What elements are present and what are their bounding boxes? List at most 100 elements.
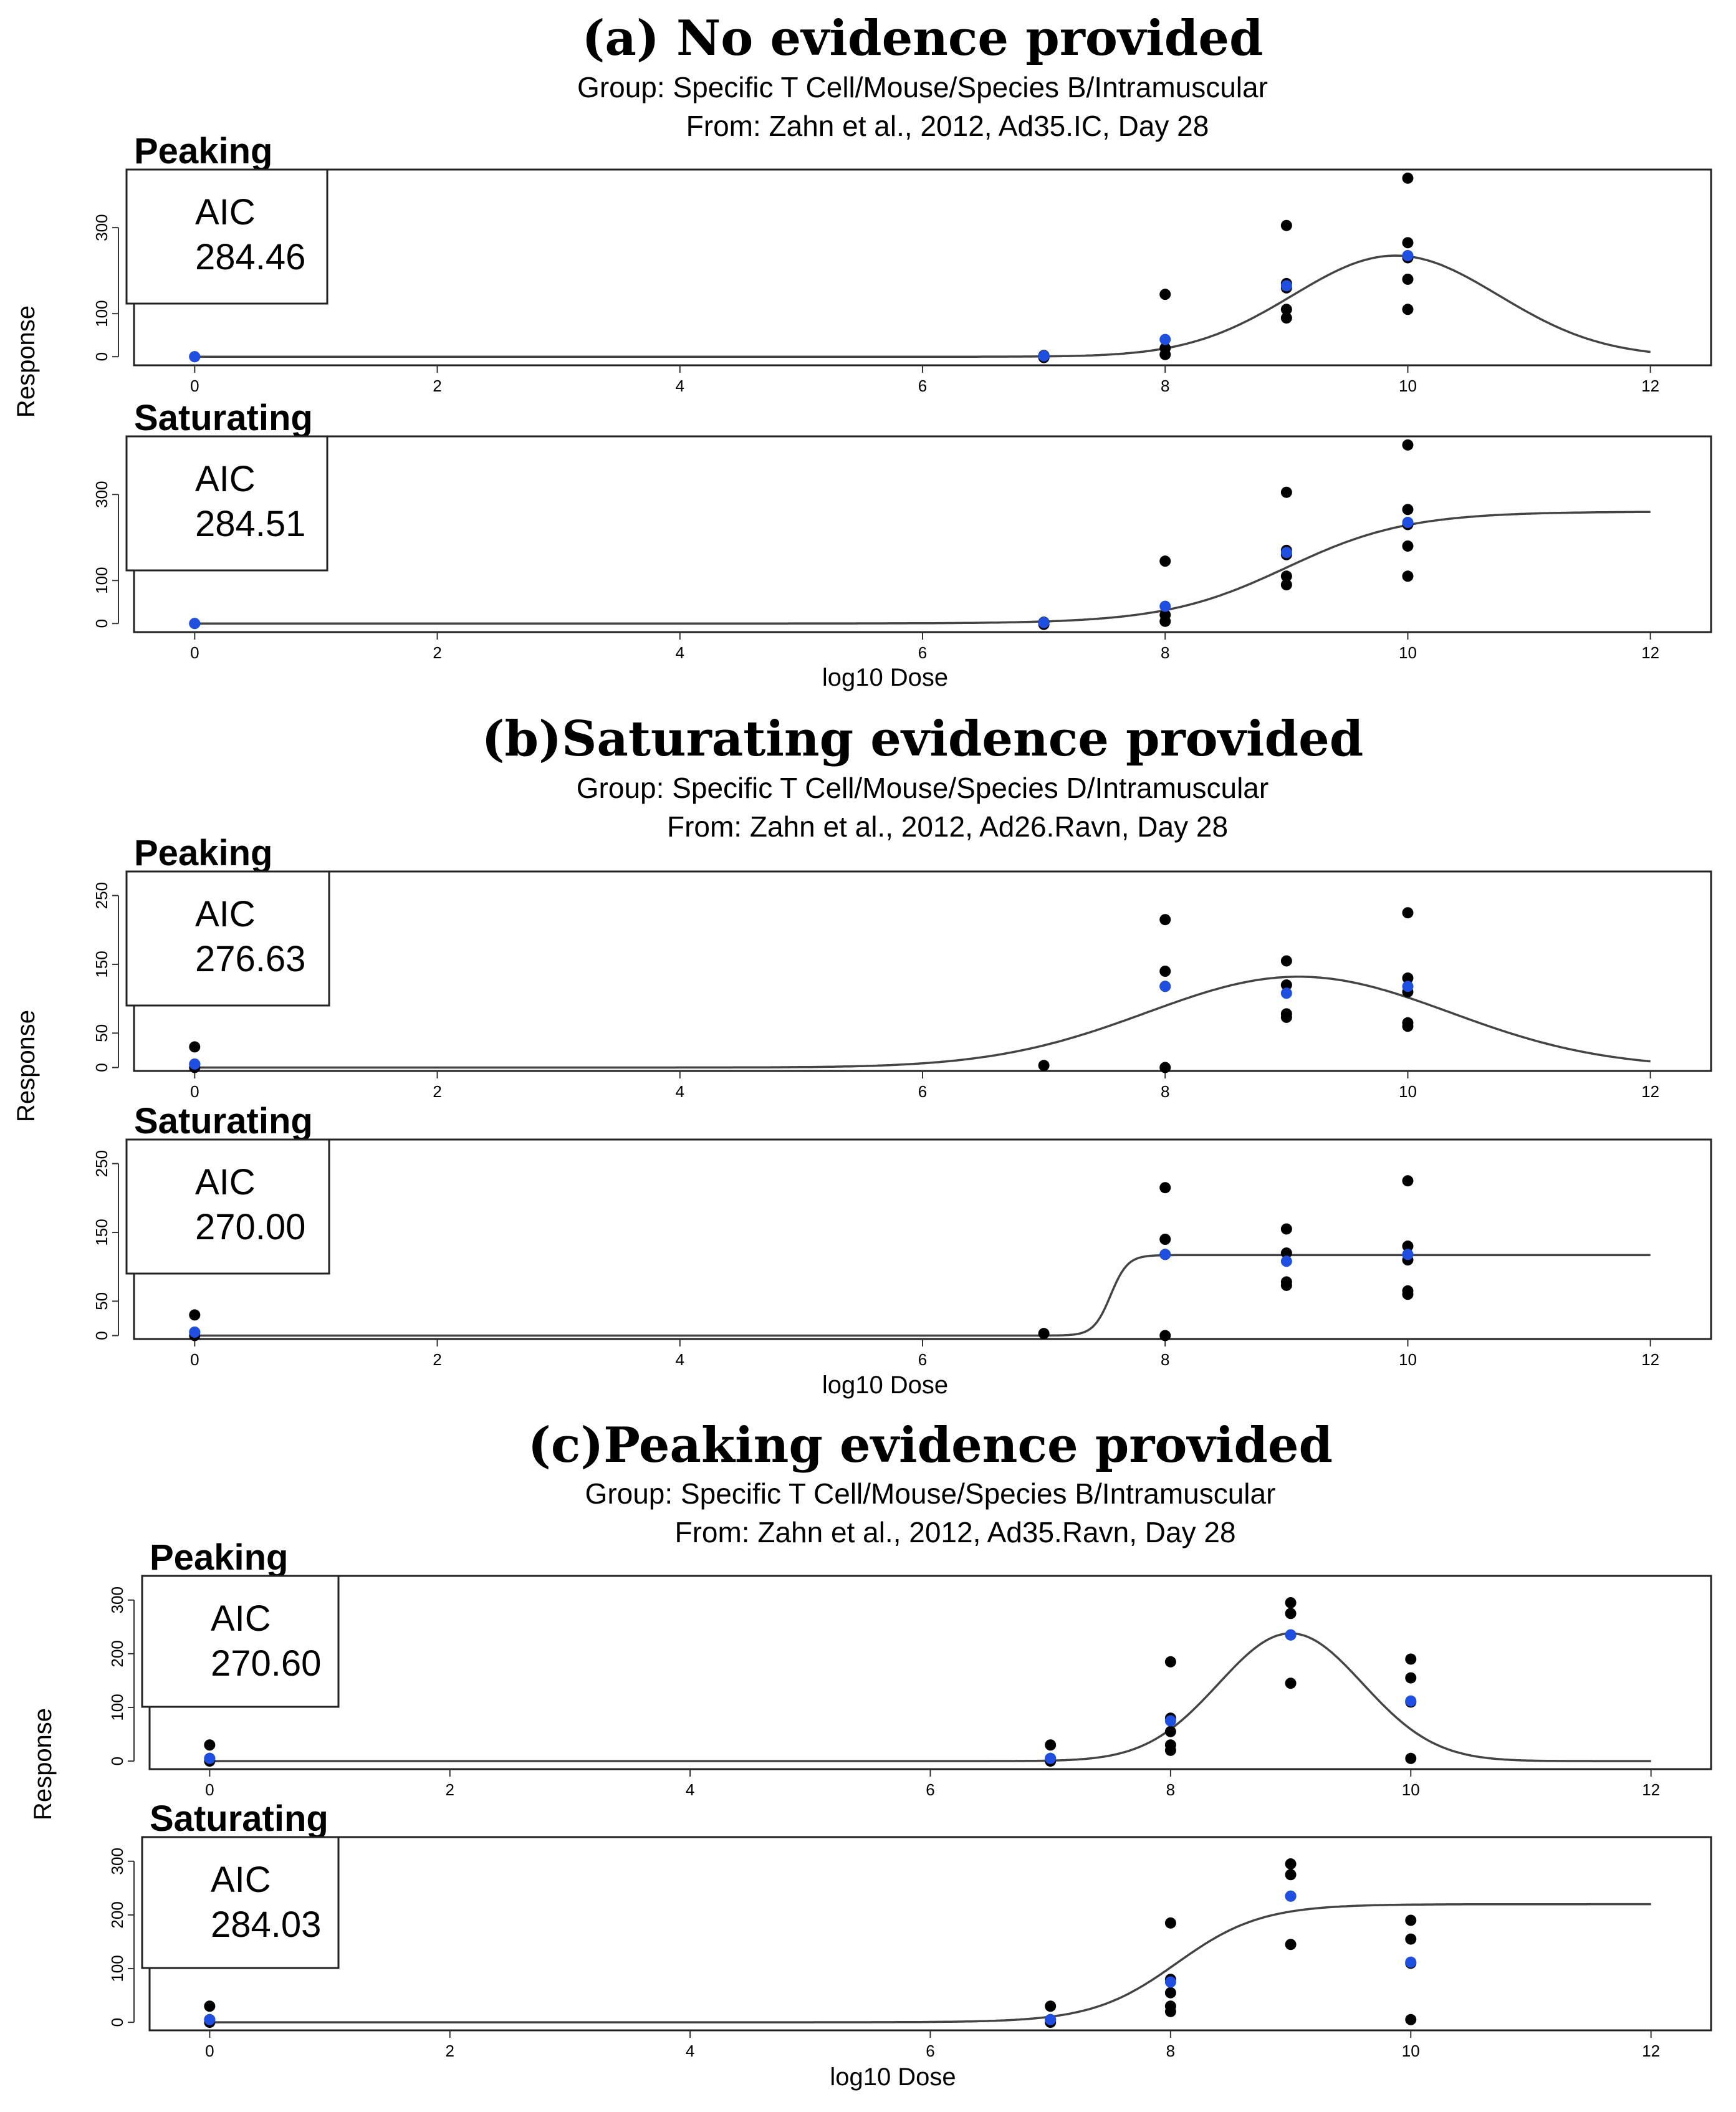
observed-point — [1285, 1869, 1297, 1881]
mean-point — [1159, 600, 1171, 612]
observed-point — [1285, 1939, 1297, 1951]
x-tick-label: 8 — [1166, 2042, 1175, 2060]
observed-point — [1038, 1060, 1050, 1072]
y-tick-label: 100 — [108, 1694, 127, 1721]
observed-point — [1280, 1223, 1292, 1235]
observed-point — [1280, 1011, 1292, 1023]
observed-point — [1159, 555, 1171, 567]
y-tick-label: 200 — [108, 1901, 127, 1928]
y-tick-label: 50 — [92, 1024, 111, 1042]
source-subtitle: From: Zahn et al., 2012, Ad26.Ravn, Day … — [667, 810, 1228, 843]
observed-point — [1159, 348, 1171, 360]
source-subtitle: From: Zahn et al., 2012, Ad35.IC, Day 28 — [686, 110, 1209, 142]
x-tick-label: 4 — [686, 2042, 694, 2060]
group-subtitle: Group: Specific T Cell/Mouse/Species B/I… — [577, 71, 1268, 103]
x-tick-label: 8 — [1161, 1082, 1169, 1101]
panel-title: (a) No evidence provided — [582, 10, 1263, 67]
x-tick-label: 8 — [1161, 1350, 1169, 1369]
observed-point — [1280, 312, 1292, 324]
plot-frame — [133, 435, 1712, 633]
y-tick-label: 0 — [92, 619, 111, 628]
model-label: Peaking — [134, 131, 272, 171]
y-tick-label: 300 — [92, 214, 111, 241]
fit-curve — [194, 254, 1651, 358]
model-label: Saturating — [134, 1101, 313, 1141]
y-tick-label: 100 — [92, 300, 111, 327]
observed-point — [1159, 966, 1171, 977]
x-tick-label: 2 — [433, 643, 441, 662]
mean-point — [1280, 1255, 1292, 1267]
aic-box — [125, 1138, 330, 1275]
mean-point — [1159, 981, 1171, 992]
x-tick-label: 8 — [1161, 643, 1169, 662]
observed-point — [1045, 1739, 1057, 1751]
fit-curve — [194, 976, 1651, 1069]
observed-point — [1402, 1020, 1414, 1032]
y-tick-label: 300 — [108, 1848, 127, 1874]
x-tick-label: 12 — [1641, 377, 1659, 395]
model-label: Peaking — [134, 833, 272, 873]
mean-point — [204, 2014, 216, 2025]
x-tick-label: 6 — [918, 1350, 927, 1369]
mean-point — [189, 351, 201, 363]
observed-point — [1164, 1987, 1176, 1999]
observed-point — [1280, 955, 1292, 967]
aic-box — [125, 435, 328, 572]
observed-point — [1405, 2014, 1417, 2025]
mean-point — [1405, 1695, 1417, 1707]
x-tick-label: 0 — [205, 1780, 214, 1799]
mean-point — [189, 1326, 201, 1338]
model-label: Peaking — [150, 1537, 288, 1578]
x-tick-label: 4 — [676, 377, 684, 395]
x-tick-label: 10 — [1402, 1780, 1420, 1799]
chart-a: (a) No evidence provided Group: Specific … — [12, 10, 1712, 691]
x-tick-label: 6 — [918, 1082, 927, 1101]
mean-point — [1280, 547, 1292, 559]
y-tick-label: 200 — [108, 1640, 127, 1667]
y-tick-label: 300 — [108, 1586, 127, 1613]
y-tick-label: 0 — [92, 1331, 111, 1340]
observed-point — [1159, 1182, 1171, 1194]
x-axis-label: log10 Dose — [822, 664, 948, 691]
x-axis-label: log10 Dose — [830, 2063, 956, 2091]
x-tick-label: 10 — [1402, 2042, 1420, 2060]
aic-label: AIC — [195, 192, 256, 233]
x-tick-label: 4 — [676, 1082, 684, 1101]
y-tick-label: 0 — [108, 1757, 127, 1765]
plot-frame — [133, 870, 1712, 1072]
observed-point — [1038, 1328, 1050, 1340]
aic-box — [141, 1836, 340, 1969]
aic-label: AIC — [195, 1162, 256, 1202]
panel-title: (b)Saturating evidence provided — [482, 711, 1364, 767]
observed-point — [1164, 2005, 1176, 2017]
mean-point — [1402, 1249, 1414, 1260]
observed-point — [1164, 1917, 1176, 1929]
y-tick-label: 100 — [92, 567, 111, 593]
observed-point — [1405, 1752, 1417, 1764]
x-tick-label: 10 — [1399, 377, 1417, 395]
mean-point — [1159, 1249, 1171, 1260]
y-axis-label: Response — [29, 1708, 57, 1820]
aic-value: 284.46 — [195, 237, 305, 277]
x-tick-label: 0 — [190, 643, 199, 662]
x-tick-label: 8 — [1166, 1780, 1175, 1799]
mean-point — [1045, 2014, 1057, 2025]
mean-point — [1402, 517, 1414, 529]
x-tick-label: 2 — [433, 1082, 441, 1101]
observed-point — [1164, 1744, 1176, 1756]
plot-frame — [133, 168, 1712, 367]
mean-point — [189, 618, 201, 630]
y-tick-label: 300 — [92, 481, 111, 507]
mean-point — [1285, 1890, 1297, 1902]
observed-point — [1402, 273, 1414, 285]
aic-box — [141, 1575, 340, 1708]
observed-point — [1402, 504, 1414, 516]
x-tick-label: 0 — [190, 377, 199, 395]
y-tick-label: 100 — [108, 1955, 127, 1982]
observed-point — [1402, 540, 1414, 552]
plot-frame — [133, 1138, 1712, 1340]
observed-point — [1402, 907, 1414, 919]
